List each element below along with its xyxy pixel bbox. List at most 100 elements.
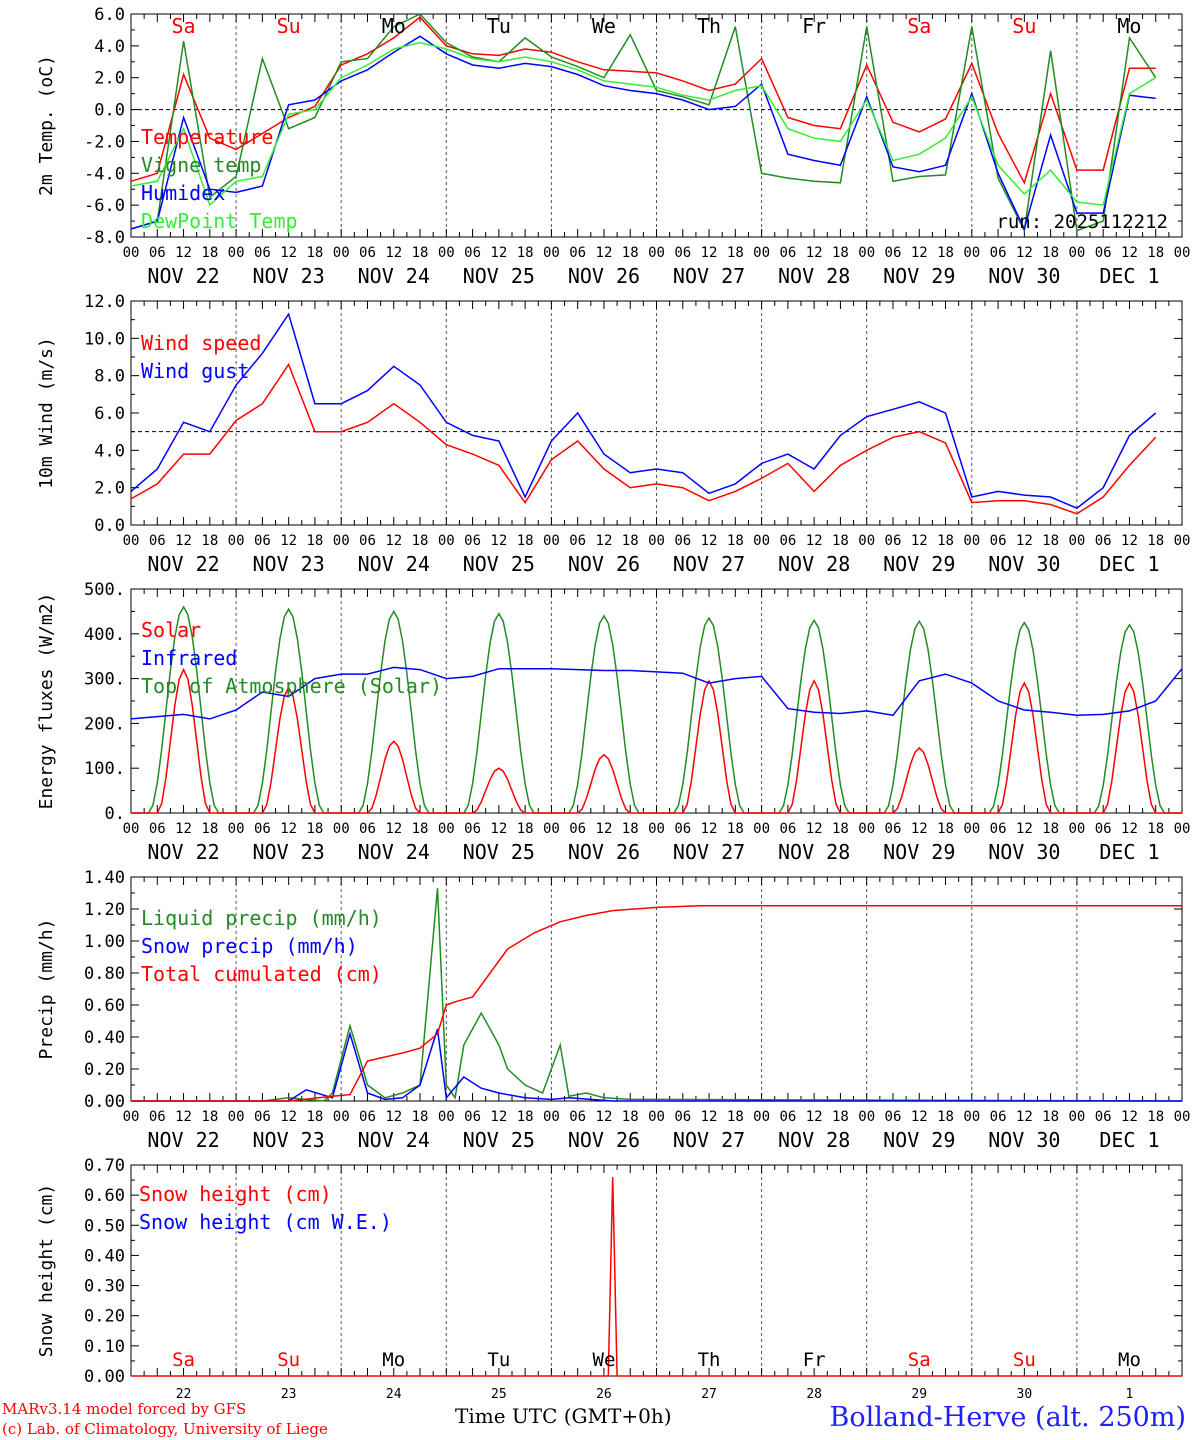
- hour-tick-label: 00: [438, 533, 455, 549]
- hour-tick-label: 18: [727, 245, 744, 261]
- hour-tick-label: 12: [1121, 821, 1138, 837]
- day-label: Mo: [1117, 14, 1141, 38]
- hour-tick-label: 12: [280, 821, 297, 837]
- y-tick-label: 10.0: [84, 329, 125, 349]
- hour-tick-label: 06: [359, 1109, 376, 1125]
- date-label: NOV 24: [358, 264, 430, 288]
- hour-tick-label: 12: [596, 1109, 613, 1125]
- day-label: Su: [277, 14, 301, 38]
- y-tick-label: 0.40: [84, 1246, 125, 1266]
- date-label: NOV 23: [253, 552, 325, 576]
- day-number-label: 23: [281, 1387, 297, 1402]
- hour-tick-label: 18: [622, 821, 639, 837]
- date-label: DEC 1: [1099, 264, 1159, 288]
- date-label: NOV 27: [673, 552, 745, 576]
- hour-tick-label: 06: [1095, 533, 1112, 549]
- hour-tick-label: 12: [280, 1109, 297, 1125]
- hour-tick-label: 12: [490, 1109, 507, 1125]
- bottom-day-label: We: [593, 1349, 616, 1371]
- day-number-label: 1: [1126, 1387, 1134, 1402]
- day-label: We: [592, 14, 616, 38]
- hour-tick-label: 18: [937, 1109, 954, 1125]
- hour-tick-label: 18: [1147, 821, 1164, 837]
- hour-tick-label: 06: [569, 245, 586, 261]
- hour-tick-label: 00: [1068, 1109, 1085, 1125]
- legend-entry: Snow precip (mm/h): [141, 934, 358, 958]
- hour-tick-label: 12: [385, 533, 402, 549]
- day-label: Tu: [487, 14, 511, 38]
- hour-tick-label: 06: [990, 533, 1007, 549]
- day-label: Sa: [172, 14, 196, 38]
- date-label: NOV 27: [673, 1128, 745, 1152]
- y-tick-label: -2.0: [84, 132, 125, 152]
- date-label: NOV 23: [253, 1128, 325, 1152]
- date-label: NOV 22: [147, 840, 219, 864]
- hour-tick-label: 18: [832, 1109, 849, 1125]
- y-tick-label: -4.0: [84, 164, 125, 184]
- legend-entry: Infrared: [141, 646, 237, 670]
- hour-tick-label: 12: [385, 1109, 402, 1125]
- y-tick-label: 0.0: [94, 516, 125, 536]
- y-tick-label: 0.00: [84, 1092, 125, 1112]
- y-tick-label: 1.40: [84, 868, 125, 888]
- hour-tick-label: 18: [306, 1109, 323, 1125]
- hour-tick-label: 12: [385, 245, 402, 261]
- hour-tick-label: 18: [517, 1109, 534, 1125]
- legend-entry: Wind gust: [141, 359, 249, 383]
- hour-tick-label: 12: [1016, 245, 1033, 261]
- date-label: NOV 30: [988, 840, 1060, 864]
- hour-tick-label: 00: [858, 245, 875, 261]
- date-label: NOV 26: [568, 1128, 640, 1152]
- date-label: NOV 29: [883, 264, 955, 288]
- date-label: NOV 28: [778, 1128, 850, 1152]
- date-label: NOV 30: [988, 264, 1060, 288]
- legend-entry: Snow height (cm): [139, 1182, 332, 1206]
- date-label: NOV 22: [147, 1128, 219, 1152]
- hour-tick-label: 06: [674, 533, 691, 549]
- hour-tick-label: 06: [1095, 1109, 1112, 1125]
- hour-tick-label: 06: [674, 1109, 691, 1125]
- day-number-label: 26: [596, 1387, 612, 1402]
- hour-tick-label: 00: [1068, 245, 1085, 261]
- hour-tick-label: 06: [990, 245, 1007, 261]
- y-tick-label: 0.70: [84, 1156, 125, 1176]
- hour-tick-label: 00: [858, 821, 875, 837]
- hour-tick-label: 18: [937, 533, 954, 549]
- y-tick-label: 0.30: [84, 1277, 125, 1297]
- date-label: NOV 28: [778, 264, 850, 288]
- y-axis-label: 10m Wind (m/s): [36, 337, 57, 489]
- day-label: Sa: [907, 14, 931, 38]
- y-tick-label: 100.: [84, 759, 125, 779]
- hour-tick-label: 00: [228, 1109, 245, 1125]
- infrared-line: [130, 666, 1183, 720]
- hour-tick-label: 12: [1016, 821, 1033, 837]
- hour-tick-label: 12: [1121, 1109, 1138, 1125]
- hour-tick-label: 12: [280, 533, 297, 549]
- hour-tick-label: 00: [963, 533, 980, 549]
- hour-tick-label: 00: [963, 1109, 980, 1125]
- y-tick-label: 200.: [84, 714, 125, 734]
- legend-entry: Temperature: [141, 125, 273, 149]
- date-label: NOV 25: [463, 552, 535, 576]
- hour-tick-label: 18: [412, 821, 429, 837]
- day-label: Fr: [802, 14, 826, 38]
- hour-tick-label: 06: [569, 1109, 586, 1125]
- y-tick-label: 0.80: [84, 964, 125, 984]
- y-tick-label: 4.0: [94, 37, 125, 57]
- date-label: NOV 26: [568, 552, 640, 576]
- hour-tick-label: 00: [1174, 1109, 1191, 1125]
- hour-tick-label: 18: [306, 533, 323, 549]
- hour-tick-label: 06: [1095, 245, 1112, 261]
- hour-tick-label: 18: [727, 1109, 744, 1125]
- bottom-day-label: Fr: [803, 1349, 826, 1371]
- hour-tick-label: 00: [1174, 533, 1191, 549]
- hour-tick-label: 18: [832, 533, 849, 549]
- time-axis-label: Time UTC (GMT+0h): [455, 1404, 672, 1428]
- bottom-day-label: Sa: [172, 1349, 195, 1371]
- hour-tick-label: 06: [254, 1109, 271, 1125]
- hour-tick-label: 18: [727, 533, 744, 549]
- legend-entry: Snow height (cm W.E.): [139, 1210, 392, 1234]
- series-line-temp-2: [130, 35, 1156, 232]
- date-label: NOV 23: [253, 840, 325, 864]
- hour-tick-label: 00: [123, 533, 140, 549]
